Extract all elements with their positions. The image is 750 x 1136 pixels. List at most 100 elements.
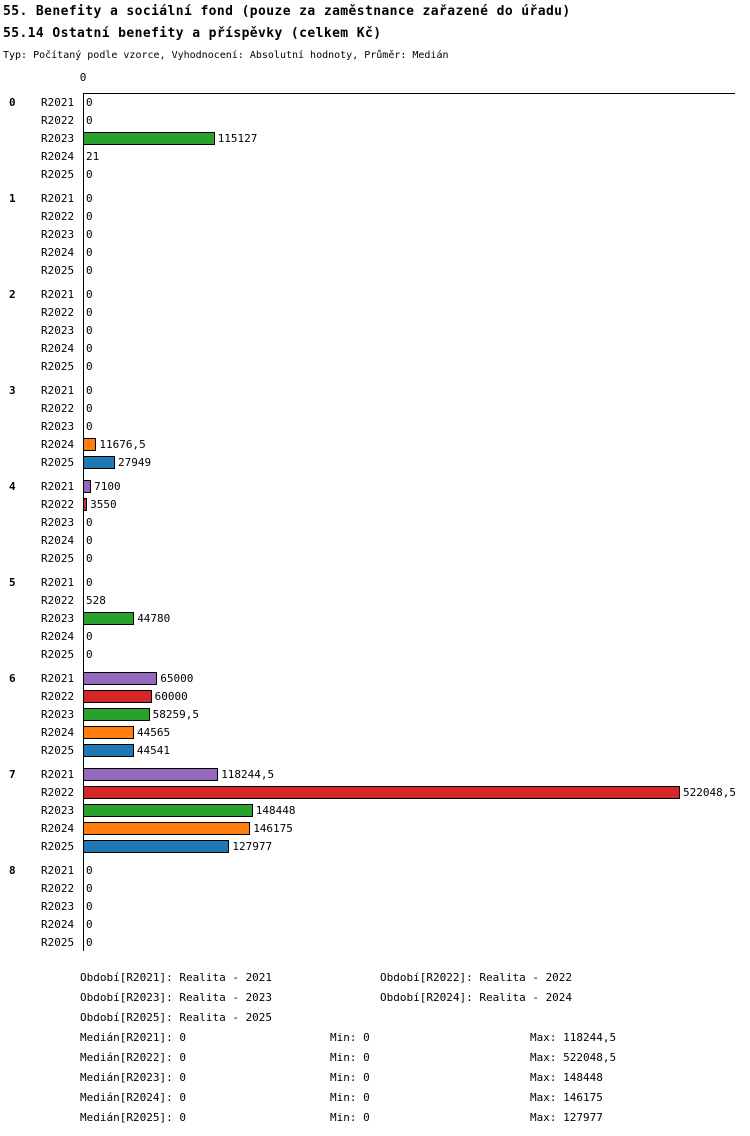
period-row: Období[R2023]: Realita - 2023 Období[R202… [80, 988, 740, 1008]
series-label: R2023 [41, 515, 75, 529]
chart-row: 3 R2021 0 [0, 381, 735, 399]
value-label: 0 [86, 935, 93, 949]
series-label: R2023 [41, 899, 75, 913]
chart-row: 8 R2021 0 [0, 861, 735, 879]
value-label: 0 [86, 863, 93, 877]
series-label: R2025 [41, 359, 75, 373]
chart-row: R2022 0 [0, 399, 735, 417]
series-label: R2022 [41, 497, 75, 511]
group-label: 6 [9, 671, 16, 685]
stat-row: Medián[R2023]: 0 Min: 0 Max: 148448 [80, 1068, 740, 1088]
chart-row: R2022 0 [0, 111, 735, 129]
bar-R2022 [83, 497, 88, 511]
series-label: R2021 [41, 287, 75, 301]
group-label: 8 [9, 863, 16, 877]
chart-row: 7 R2021 118244,5 [0, 765, 735, 783]
x-axis-line [83, 93, 735, 94]
bar-R2024 [83, 821, 251, 835]
chart-row: R2023 148448 [0, 801, 735, 819]
series-label: R2023 [41, 323, 75, 337]
value-label: 0 [86, 383, 93, 397]
series-label: R2025 [41, 263, 75, 277]
chart-row: R2025 44541 [0, 741, 735, 759]
value-label: 3550 [90, 497, 117, 511]
series-label: R2022 [41, 785, 75, 799]
series-label: R2021 [41, 95, 75, 109]
series-label: R2024 [41, 629, 75, 643]
bar-R2021 [83, 671, 158, 685]
chart-row: R2023 0 [0, 513, 735, 531]
value-label: 58259,5 [152, 707, 199, 721]
stat-row: Medián[R2025]: 0 Min: 0 Max: 127977 [80, 1108, 740, 1128]
series-label: R2021 [41, 575, 75, 589]
chart-row: R2022 0 [0, 303, 735, 321]
series-label: R2022 [41, 689, 75, 703]
value-label: 0 [86, 227, 93, 241]
chart-row: R2022 0 [0, 879, 735, 897]
value-label: 0 [86, 95, 93, 109]
bar-R2023 [83, 131, 215, 145]
bar-R2022 [83, 785, 680, 799]
series-label: R2021 [41, 863, 75, 877]
series-label: R2025 [41, 455, 75, 469]
series-label: R2025 [41, 839, 75, 853]
series-label: R2025 [41, 167, 75, 181]
group-label: 0 [9, 95, 16, 109]
bar-chart: 0 R2021 0 R2022 0 R2023 115127 R2024 21 R2025 0 1 R2… [0, 93, 736, 951]
series-label: R2024 [41, 917, 75, 931]
value-label: 44541 [136, 743, 171, 757]
value-label: 0 [86, 515, 93, 529]
chart-row: R2025 27949 [0, 453, 735, 471]
period-label: Období[R2022]: Realita - 2022 [380, 971, 573, 984]
chart-row: R2022 528 [0, 591, 735, 609]
chart-row: R2022 60000 [0, 687, 735, 705]
value-label: 0 [86, 551, 93, 565]
max-value: Max: 127977 [530, 1111, 603, 1124]
series-label: R2024 [41, 821, 75, 835]
bar-R2023 [83, 707, 150, 721]
chart-row: R2024 0 [0, 627, 735, 645]
bar-R2023 [83, 803, 253, 817]
chart-row: R2022 522048,5 [0, 783, 736, 801]
bar-R2025 [83, 743, 134, 757]
group-label: 2 [9, 287, 16, 301]
value-label: 0 [86, 401, 93, 415]
series-label: R2022 [41, 305, 75, 319]
group-label: 1 [9, 191, 16, 205]
series-label: R2024 [41, 725, 75, 739]
min-value: Min: 0 [330, 1111, 370, 1124]
stat-rows: Medián[R2021]: 0 Min: 0 Max: 118244,5 Mediá… [80, 1028, 740, 1128]
max-value: Max: 118244,5 [530, 1031, 617, 1044]
value-label: 0 [86, 647, 93, 661]
value-label: 0 [86, 191, 93, 205]
series-label: R2022 [41, 401, 75, 415]
chart-row: R2023 0 [0, 225, 735, 243]
series-label: R2024 [41, 533, 75, 547]
chart-row: R2025 0 [0, 165, 735, 183]
min-value: Min: 0 [330, 1091, 370, 1104]
chart-row: R2025 0 [0, 261, 735, 279]
value-label: 65000 [160, 671, 194, 685]
value-label: 0 [86, 899, 93, 913]
series-label: R2023 [41, 803, 75, 817]
series-label: R2025 [41, 647, 75, 661]
min-value: Min: 0 [330, 1051, 370, 1064]
median-value: Medián[R2023]: 0 [80, 1071, 186, 1084]
max-value: Max: 148448 [530, 1071, 603, 1084]
chart-row: 6 R2021 65000 [0, 669, 735, 687]
chart-row: R2025 0 [0, 933, 735, 951]
series-label: R2021 [41, 191, 75, 205]
value-label: 522048,5 [683, 785, 736, 799]
chart-row: 5 R2021 0 [0, 573, 735, 591]
period-row: Období[R2021]: Realita - 2021 Období[R202… [80, 968, 740, 988]
median-value: Medián[R2024]: 0 [80, 1091, 186, 1104]
chart-row: R2025 0 [0, 357, 735, 375]
bar-R2025 [83, 839, 230, 853]
value-label: 0 [86, 419, 93, 433]
chart-row: R2024 44565 [0, 723, 735, 741]
chart-row: R2023 58259,5 [0, 705, 735, 723]
value-label: 21 [86, 149, 100, 163]
median-value: Medián[R2021]: 0 [80, 1031, 186, 1044]
min-value: Min: 0 [330, 1071, 370, 1084]
period-label: Období[R2025]: Realita - 2025 [80, 1011, 273, 1024]
